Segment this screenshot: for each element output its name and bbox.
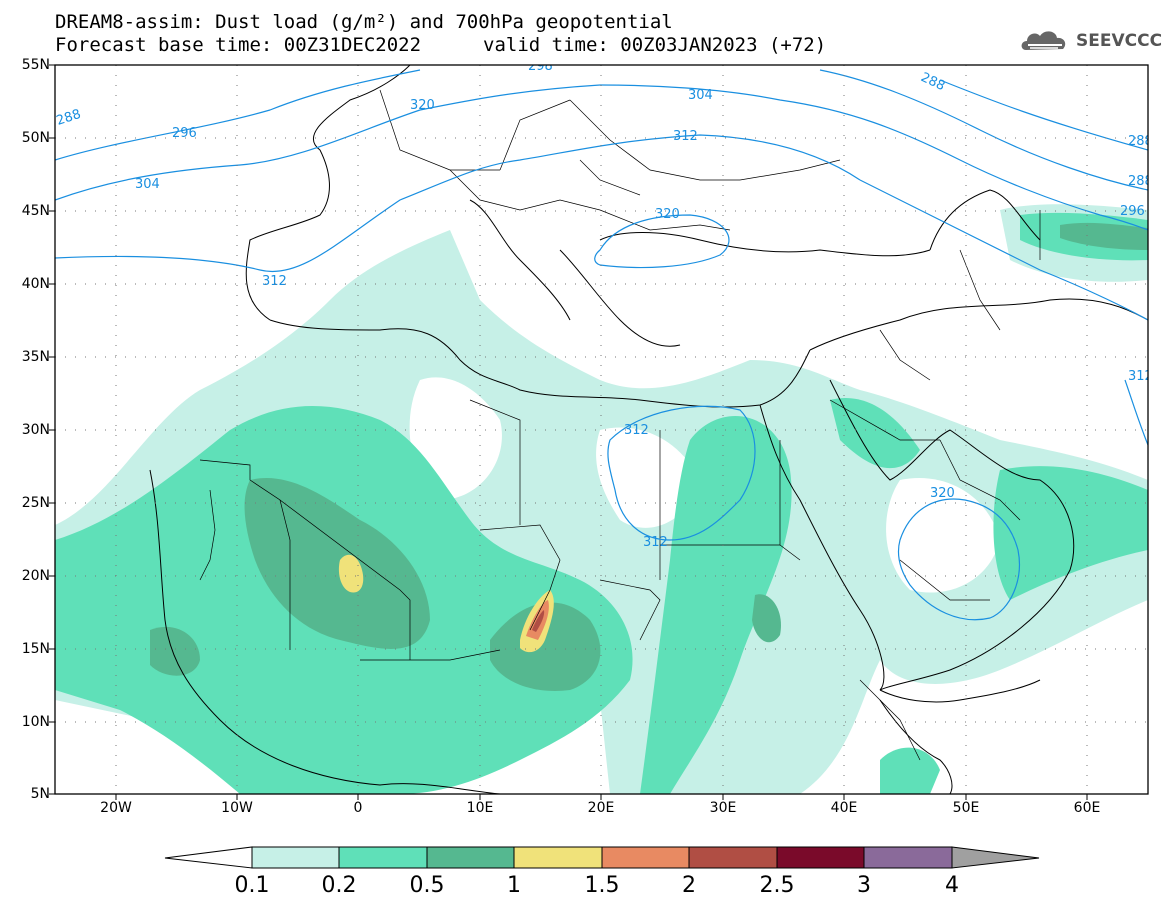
lon-label: 30E (709, 800, 737, 816)
lon-label: 50E (952, 800, 980, 816)
contour-labels: 288 296 304 312 320 298 304 312 288 288 … (55, 59, 1153, 550)
colorbar-under-triangle (164, 846, 253, 869)
geopotential-contours (55, 69, 1148, 621)
colorbar-label: 0.1 (234, 873, 270, 898)
contour-label: 296 (1120, 204, 1145, 219)
colorbar-cell (688, 846, 778, 869)
lat-label: 15N (21, 641, 50, 657)
contour-label: 312 (673, 129, 698, 144)
graticule (55, 65, 1148, 794)
lat-label: 20N (21, 568, 50, 584)
colorbar-over-triangle (951, 846, 1040, 869)
lat-label: 10N (21, 714, 50, 730)
colorbar-label: 0.5 (409, 873, 445, 898)
colorbar-label: 1 (507, 873, 521, 898)
colorbar-cell (601, 846, 690, 869)
contour-label: 304 (135, 177, 160, 192)
contour-label: 320 (655, 207, 680, 222)
lon-label: 60E (1073, 800, 1101, 816)
colorbar-cell (513, 846, 603, 869)
contour-label: 288 (1128, 174, 1153, 189)
contour-label: 320 (930, 486, 955, 501)
colorbar-label: 0.2 (321, 873, 357, 898)
lat-label: 30N (21, 422, 50, 438)
colorbar-cell (863, 846, 953, 869)
contour-label: 312 (643, 535, 668, 550)
lon-label: 20E (587, 800, 615, 816)
lon-label: 0 (353, 800, 363, 816)
colorbar-label: 2 (682, 873, 696, 898)
lat-label: 50N (21, 130, 50, 146)
colorbar-cell (426, 846, 515, 869)
colorbar-label: 3 (857, 873, 871, 898)
dust-layer-2 (532, 610, 545, 632)
colorbar-cell (251, 846, 340, 869)
dust-gaps (409, 377, 1000, 593)
contour-label: 312 (1128, 369, 1153, 384)
colorbar-label: 1.5 (584, 873, 620, 898)
lat-label: 5N (30, 786, 50, 802)
map-title: DREAM8-assim: Dust load (g/m²) and 700hP… (55, 11, 673, 33)
colorbar-cell (776, 846, 865, 869)
axis-ticks (49, 64, 1088, 800)
colorbar-label: 4 (945, 873, 959, 898)
valid-time: valid time: 00Z03JAN2023 (+72) (483, 34, 827, 56)
contour-label: 298 (528, 59, 553, 74)
lat-label: 25N (21, 495, 50, 511)
map-plot-area: 288 296 304 312 320 298 304 312 288 288 … (55, 59, 1153, 794)
colorbar-cell (338, 846, 428, 869)
dust-layer-0-5 (150, 222, 1148, 691)
contour-label: 312 (262, 274, 287, 289)
lat-label: 40N (21, 276, 50, 292)
contour-label: 320 (410, 98, 435, 113)
contour-label: 296 (172, 126, 197, 141)
logo-text: SEEVCCC (1076, 31, 1163, 51)
lat-label: 55N (21, 57, 50, 73)
country-borders (199, 89, 1041, 761)
lat-label: 35N (21, 349, 50, 365)
contour-label: 288 (1128, 134, 1153, 149)
lat-label: 45N (21, 203, 50, 219)
contour-label: 288 (55, 107, 83, 129)
contour-label: 304 (688, 88, 713, 103)
seevccc-logo: SEEVCCC (1018, 26, 1162, 56)
colorbar-label: 2.5 (759, 873, 795, 898)
cloud-logo-icon (1021, 31, 1066, 50)
lon-label: 40E (830, 800, 858, 816)
lon-label: 10E (466, 800, 494, 816)
forecast-base-time: Forecast base time: 00Z31DEC2022 (55, 34, 422, 56)
lon-label: 10W (221, 800, 253, 816)
contour-label: 312 (624, 423, 649, 438)
colorbar (164, 846, 1040, 869)
lon-label: 20W (100, 800, 132, 816)
